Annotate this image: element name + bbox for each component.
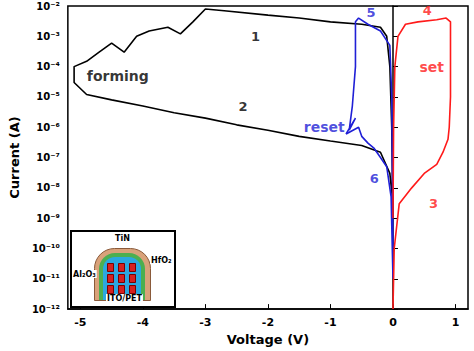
svg-text:10⁻¹²: 10⁻¹²	[32, 304, 60, 315]
svg-text:-1: -1	[324, 316, 336, 329]
svg-text:10⁻⁹: 10⁻⁹	[36, 213, 60, 224]
svg-text:1: 1	[251, 29, 260, 44]
svg-text:1: 1	[452, 316, 460, 329]
svg-text:10⁻⁸: 10⁻⁸	[36, 182, 60, 193]
svg-text:-4: -4	[137, 316, 150, 329]
svg-text:-5: -5	[74, 316, 86, 329]
svg-text:3: 3	[429, 196, 438, 211]
svg-text:ITO/PET: ITO/PET	[107, 294, 142, 303]
svg-text:forming: forming	[87, 68, 149, 84]
svg-text:-2: -2	[262, 316, 274, 329]
svg-text:10⁻⁶: 10⁻⁶	[36, 122, 60, 133]
svg-text:-3: -3	[199, 316, 211, 329]
svg-text:10⁻⁵: 10⁻⁵	[36, 91, 60, 102]
svg-text:10⁻³: 10⁻³	[36, 31, 60, 42]
svg-text:10⁻²: 10⁻²	[36, 1, 60, 12]
svg-text:set: set	[419, 59, 444, 75]
svg-text:TiN: TiN	[115, 234, 130, 243]
svg-text:2: 2	[238, 99, 247, 114]
svg-text:reset: reset	[304, 119, 345, 135]
svg-text:5: 5	[367, 5, 376, 20]
svg-text:HfO₂: HfO₂	[151, 256, 172, 265]
svg-text:10⁻⁷: 10⁻⁷	[36, 152, 60, 163]
svg-text:Voltage (V): Voltage (V)	[227, 332, 309, 347]
svg-text:Al₂O₃: Al₂O₃	[73, 270, 96, 279]
svg-text:6: 6	[370, 171, 379, 186]
svg-text:10⁻¹⁰: 10⁻¹⁰	[32, 243, 60, 254]
svg-text:10⁻¹¹: 10⁻¹¹	[32, 273, 60, 284]
svg-text:4: 4	[423, 3, 432, 18]
svg-text:0: 0	[389, 316, 397, 329]
svg-text:Current (A): Current (A)	[7, 116, 22, 198]
svg-text:10⁻⁴: 10⁻⁴	[36, 61, 60, 72]
